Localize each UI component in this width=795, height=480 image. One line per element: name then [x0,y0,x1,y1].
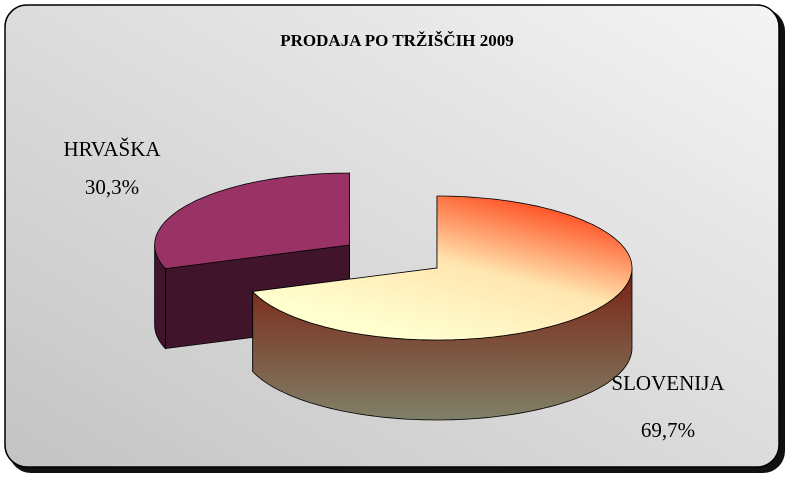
slice-value-label: 69,7% [641,418,695,442]
pie [154,172,633,421]
slice-value-label: 30,3% [85,175,139,199]
slice [251,195,633,341]
chart-title: PRODAJA PO TRŽIŠČIH 2009 [280,31,513,50]
slice [154,172,350,270]
slice-label: SLOVENIJA [611,371,725,395]
slice-label: HRVAŠKA [63,137,161,161]
